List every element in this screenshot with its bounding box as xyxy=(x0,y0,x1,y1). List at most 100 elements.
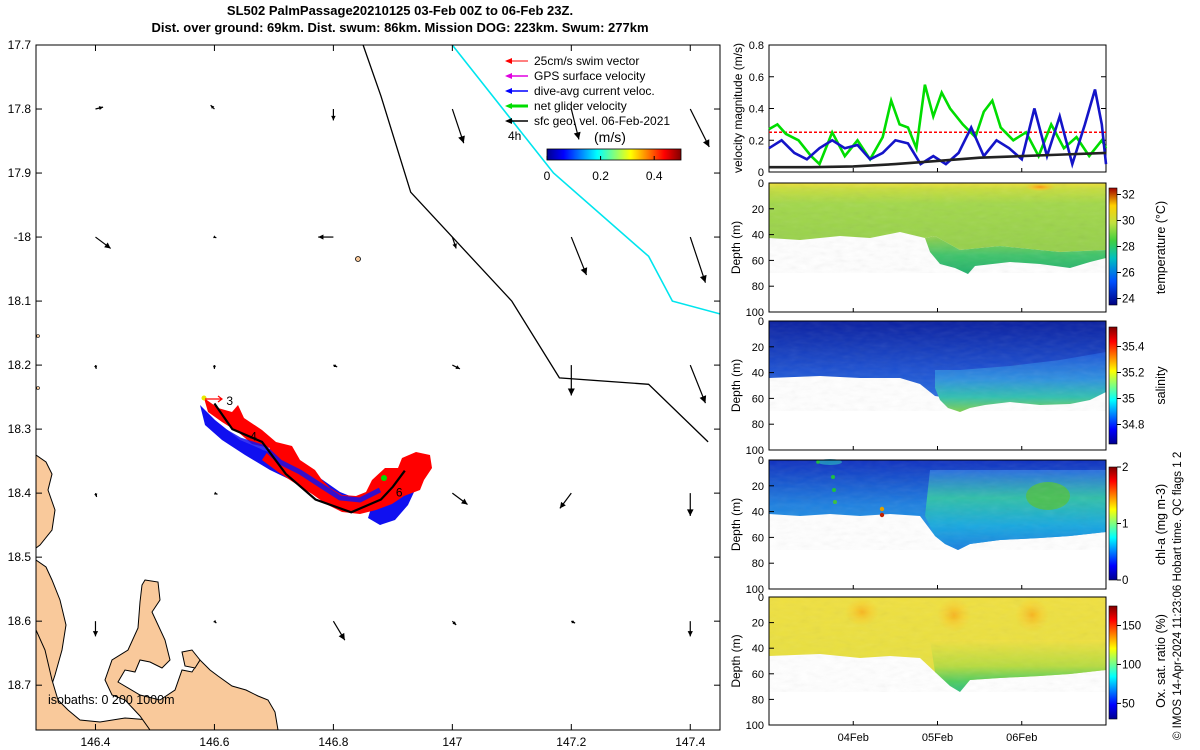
start-marker xyxy=(201,395,207,401)
map-ytick-label: 17.7 xyxy=(8,38,32,52)
map-axis-ticks: 146.4 146.6 146.8 147 147.2 147.4 17.7 17.8 17.9… xyxy=(8,38,720,749)
geo-vector xyxy=(95,236,112,249)
colorbar-tick-label: 26 xyxy=(1122,268,1135,280)
depth-tick-label: 100 xyxy=(746,584,764,596)
geo-vector xyxy=(95,106,104,110)
depth-tick-label: 100 xyxy=(746,445,764,457)
isobath-1000m xyxy=(362,45,709,443)
map-xtick-label: 147.2 xyxy=(556,735,586,749)
landmass xyxy=(36,454,56,549)
map-ytick-label: -18 xyxy=(14,230,32,244)
chla-panel xyxy=(768,459,1118,590)
speed-colorbar xyxy=(546,148,682,161)
depth-axis-label: Depth (m) xyxy=(729,221,743,274)
colorbar-tick-label: 0.2 xyxy=(592,169,609,183)
temperature-panel xyxy=(768,182,1118,313)
velocity-ytick-label: 0.2 xyxy=(749,135,764,147)
depth-tick-label: 40 xyxy=(752,507,764,519)
legend-item: sfc geo. vel. 06-Feb-2021 xyxy=(505,114,670,128)
land-masses xyxy=(36,256,361,730)
landmass xyxy=(104,579,279,730)
velocity-panel: 0 0.2 0.4 0.6 0.8 velocity magnitude (m/s) xyxy=(731,40,1108,179)
depth-tick-label: 0 xyxy=(758,455,764,467)
velocity-ytick-label: 0 xyxy=(758,167,764,179)
legend-label: net glider velocity xyxy=(534,99,627,113)
geo-vector xyxy=(559,492,572,509)
depth-tick-label: 40 xyxy=(752,230,764,242)
depth-tick-label: 80 xyxy=(752,281,764,293)
depth-tick-label: 0 xyxy=(758,178,764,190)
geo-vector xyxy=(213,619,217,624)
colorbar-title: temperature (°C) xyxy=(1154,201,1168,294)
map-xtick-label: 147.4 xyxy=(675,735,705,749)
depth-tick-label: 40 xyxy=(752,368,764,380)
colorbar-tick-label: 28 xyxy=(1122,242,1135,254)
geo-vector xyxy=(318,234,334,240)
swim-vectors xyxy=(204,398,432,514)
map-ytick-label: 18.6 xyxy=(8,614,32,628)
geo-vector xyxy=(210,104,215,110)
isobaths-note: isobaths: 0 200 1000m xyxy=(48,693,174,707)
depth-tick-label: 60 xyxy=(752,393,764,405)
colorbar-title: Ox. sat. ratio (%) xyxy=(1154,614,1168,708)
track-day-labels: 3 4 6 xyxy=(226,394,403,500)
velocity-frame xyxy=(768,44,1107,173)
geo-vector xyxy=(212,365,217,369)
depth-tick-label: 20 xyxy=(752,618,764,630)
swim-arrow-marker xyxy=(205,395,223,403)
depth-tick-label: 60 xyxy=(752,669,764,681)
map-ytick-label: 18.7 xyxy=(8,678,32,692)
map-ytick-label: 18.1 xyxy=(8,294,32,308)
dive-current-vectors xyxy=(200,405,415,525)
chla-outlier xyxy=(832,488,836,492)
depth-axis-label: Depth (m) xyxy=(729,498,743,551)
velocity-series-line xyxy=(769,151,1107,169)
depth-tick-label: 40 xyxy=(752,643,764,655)
legend-4h: 4h xyxy=(508,129,521,143)
depth-axis-label: Depth (m) xyxy=(729,634,743,687)
chla-colorbar xyxy=(1108,466,1118,581)
depth-tick-label: 100 xyxy=(746,307,764,319)
islet xyxy=(355,256,361,262)
map-xtick-label: 146.8 xyxy=(318,735,348,749)
velocity-ylabel: velocity magnitude (m/s) xyxy=(731,43,745,173)
geo-vector xyxy=(332,620,346,641)
geo-vector xyxy=(689,108,710,148)
red-vector-band xyxy=(204,398,432,514)
map-ytick-label: 18.4 xyxy=(8,486,32,500)
geo-vector xyxy=(567,365,575,396)
time-tick-label: 05Feb xyxy=(922,732,953,744)
geo-vector xyxy=(571,620,576,624)
chla-outlier xyxy=(831,475,835,479)
chla-outlier xyxy=(879,512,885,518)
chla-texture xyxy=(769,460,1106,550)
depth-tick-label: 20 xyxy=(752,481,764,493)
legend-label: 25cm/s swim vector xyxy=(534,54,639,68)
geo-vector xyxy=(687,621,693,637)
legend-item: GPS surface velocity xyxy=(505,69,645,83)
geo-velocity-vectors xyxy=(92,104,710,641)
net-glider-markers xyxy=(201,395,387,481)
map-frame xyxy=(35,44,721,731)
depth-tick-label: 0 xyxy=(758,592,764,604)
colorbar-label: (m/s) xyxy=(594,129,626,145)
blue-overlay xyxy=(212,422,382,503)
geo-vector xyxy=(451,620,457,626)
velocity-axis: 0 0.2 0.4 0.6 0.8 xyxy=(749,40,1106,179)
map-ytick-label: 18.2 xyxy=(8,358,32,372)
velocity-ytick-label: 0.8 xyxy=(749,40,764,52)
depth-tick-label: 20 xyxy=(752,342,764,354)
geo-vector xyxy=(94,492,98,498)
colorbar-tick-label: 32 xyxy=(1122,190,1135,202)
colorbar-tick-label: 0 xyxy=(1122,575,1128,587)
colorbar-tick-label: 35.2 xyxy=(1122,368,1144,380)
geo-vector xyxy=(92,621,99,637)
depth-tick-label: 0 xyxy=(758,316,764,328)
geo-vector xyxy=(214,491,218,495)
colorbar-tick-label: 30 xyxy=(1122,216,1135,228)
islet xyxy=(36,386,40,390)
colorbar-tick-label: 35 xyxy=(1122,394,1135,406)
colorbar-title: salinity xyxy=(1154,366,1168,405)
salinity-colorbar xyxy=(1108,326,1118,445)
